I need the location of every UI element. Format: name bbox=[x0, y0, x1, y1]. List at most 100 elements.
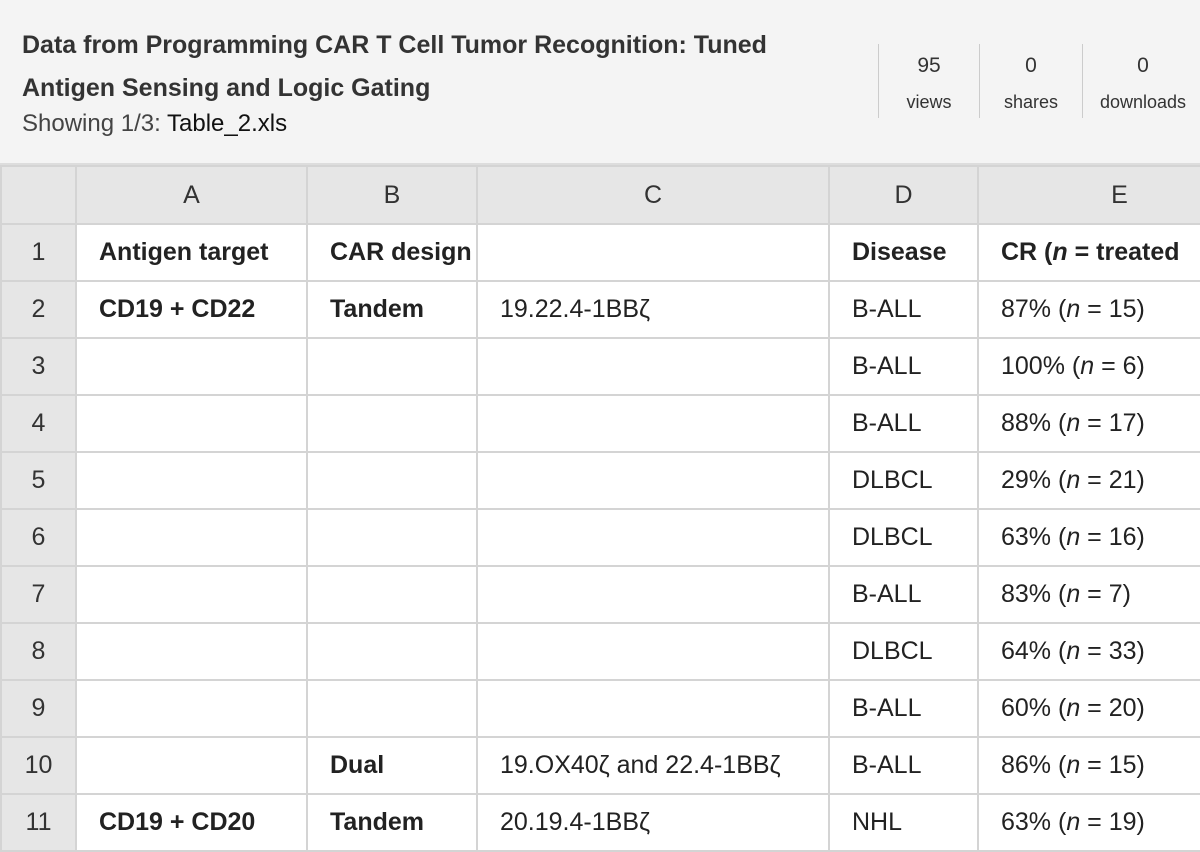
cell: CD19 + CD22 bbox=[75, 280, 308, 339]
cell: 19.OX40ζ and 22.4-1BBζ bbox=[476, 736, 830, 795]
cell-text: = 21) bbox=[1080, 466, 1145, 494]
row: 9 B-ALL 60% (n = 20) bbox=[0, 679, 1200, 738]
row: 10 Dual 19.OX40ζ and 22.4-1BBζ B-ALL 86% (n … bbox=[0, 736, 1200, 795]
cell: B-ALL bbox=[828, 736, 979, 795]
stats: 95 views 0 shares 0 downloads bbox=[878, 44, 1200, 118]
cell-text: 63% ( bbox=[1001, 808, 1067, 836]
cell bbox=[75, 736, 308, 795]
cell bbox=[75, 565, 308, 624]
file-name[interactable]: Table_2.xls bbox=[167, 110, 288, 137]
title: Data from Programming CAR T Cell Tumor R… bbox=[22, 31, 767, 102]
cell-text: n bbox=[1080, 352, 1095, 380]
row-number: 2 bbox=[0, 280, 77, 339]
cell bbox=[476, 223, 830, 282]
cell: DLBCL bbox=[828, 508, 979, 567]
cell: DLBCL bbox=[828, 451, 979, 510]
stat: 0 shares bbox=[979, 44, 1082, 118]
stat: 0 downloads bbox=[1082, 44, 1200, 118]
cell: Antigen target bbox=[75, 223, 308, 282]
row: 11 CD19 + CD20 Tandem 20.19.4-1BBζ NHL 63% (n… bbox=[0, 793, 1200, 852]
cell-text: 63% ( bbox=[1001, 523, 1067, 551]
cell-text: n bbox=[1066, 409, 1081, 437]
column-header: C bbox=[476, 165, 830, 225]
cell-text: 64% ( bbox=[1001, 637, 1067, 665]
stat-label: downloads bbox=[1099, 92, 1187, 112]
cell-text: 87% ( bbox=[1001, 295, 1067, 323]
cell: B-ALL bbox=[828, 565, 979, 624]
column-header: B bbox=[306, 165, 478, 225]
cell bbox=[476, 679, 830, 738]
showing: Showing 1/3: Table_2.xls bbox=[22, 110, 287, 138]
row: 5 DLBCL 29% (n = 21) bbox=[0, 451, 1200, 510]
row: 2 CD19 + CD22 Tandem 19.22.4-1BBζ B-ALL 87% (… bbox=[0, 280, 1200, 339]
row-number: 1 bbox=[0, 223, 77, 282]
cell: Tandem bbox=[306, 793, 478, 852]
cell: NHL bbox=[828, 793, 979, 852]
cell: 88% (n = 17) bbox=[977, 394, 1200, 453]
cell bbox=[75, 394, 308, 453]
cell-text: = 19) bbox=[1080, 808, 1145, 836]
row: 3 B-ALL 100% (n = 6) bbox=[0, 337, 1200, 396]
cell bbox=[476, 394, 830, 453]
corner bbox=[0, 165, 77, 225]
cell-text: 83% ( bbox=[1001, 580, 1067, 608]
cell: B-ALL bbox=[828, 394, 979, 453]
stat-value: 0 bbox=[1137, 54, 1149, 77]
cell: Disease bbox=[828, 223, 979, 282]
cell-text: = 15) bbox=[1080, 751, 1145, 779]
cell: B-ALL bbox=[828, 280, 979, 339]
stat-value: 95 bbox=[917, 54, 941, 77]
stat-value: 0 bbox=[1025, 54, 1037, 77]
cell bbox=[476, 451, 830, 510]
cell: 87% (n = 15) bbox=[977, 280, 1200, 339]
cell: B-ALL bbox=[828, 679, 979, 738]
cell-text: = treated bbox=[1067, 238, 1180, 266]
cell bbox=[476, 622, 830, 681]
cell: 64% (n = 33) bbox=[977, 622, 1200, 681]
cell: CR (n = treated bbox=[977, 223, 1200, 282]
cell: 100% (n = 6) bbox=[977, 337, 1200, 396]
cell bbox=[75, 508, 308, 567]
cell: 86% (n = 15) bbox=[977, 736, 1200, 795]
cell-text: 60% ( bbox=[1001, 694, 1067, 722]
cell: 19.22.4-1BBζ bbox=[476, 280, 830, 339]
cell: CD19 + CD20 bbox=[75, 793, 308, 852]
cell bbox=[476, 565, 830, 624]
cell: CAR design bbox=[306, 223, 478, 282]
cell: 60% (n = 20) bbox=[977, 679, 1200, 738]
cell: 20.19.4-1BBζ bbox=[476, 793, 830, 852]
cell bbox=[75, 337, 308, 396]
row: 4 B-ALL 88% (n = 17) bbox=[0, 394, 1200, 453]
cell-text: CR ( bbox=[1001, 238, 1053, 266]
cell-text: n bbox=[1066, 295, 1081, 323]
cell-text: = 20) bbox=[1080, 694, 1145, 722]
column-header: A bbox=[75, 165, 308, 225]
cell bbox=[306, 508, 478, 567]
row-number: 10 bbox=[0, 736, 77, 795]
row-number: 6 bbox=[0, 508, 77, 567]
cell-text: 88% ( bbox=[1001, 409, 1067, 437]
cell: 29% (n = 21) bbox=[977, 451, 1200, 510]
row-number: 4 bbox=[0, 394, 77, 453]
cell-text: = 6) bbox=[1094, 352, 1145, 380]
column-header: E bbox=[977, 165, 1200, 225]
cell bbox=[306, 622, 478, 681]
cell bbox=[75, 679, 308, 738]
cell bbox=[306, 679, 478, 738]
cell-text: n bbox=[1066, 523, 1081, 551]
cell-text: n bbox=[1066, 808, 1081, 836]
row-number: 11 bbox=[0, 793, 77, 852]
row-number: 8 bbox=[0, 622, 77, 681]
cell bbox=[306, 565, 478, 624]
cell-text: 29% ( bbox=[1001, 466, 1067, 494]
cell: DLBCL bbox=[828, 622, 979, 681]
row: 6 DLBCL 63% (n = 16) bbox=[0, 508, 1200, 567]
cell-text: 86% ( bbox=[1001, 751, 1067, 779]
row: 1 Antigen target CAR design Disease CR (n = … bbox=[0, 223, 1200, 282]
column-header: D bbox=[828, 165, 979, 225]
row-number: 9 bbox=[0, 679, 77, 738]
cell-text: n bbox=[1066, 466, 1081, 494]
cell-text: n bbox=[1052, 238, 1068, 266]
